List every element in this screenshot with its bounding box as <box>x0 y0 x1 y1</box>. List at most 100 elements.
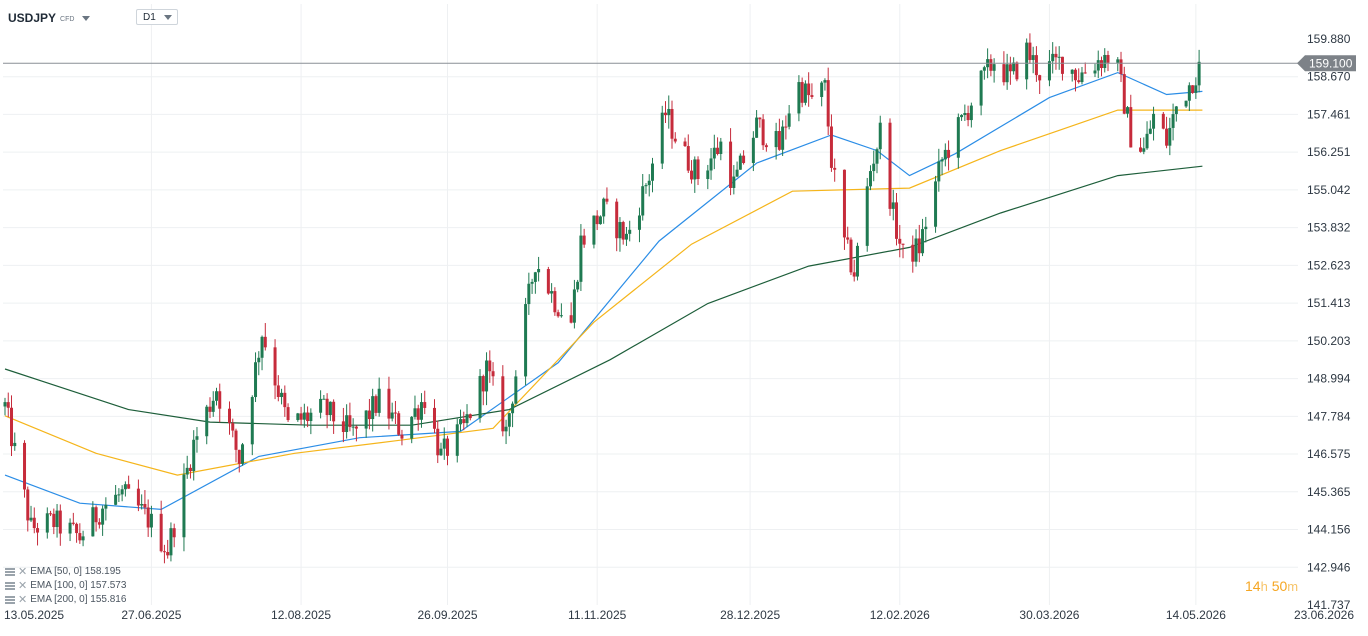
candle[interactable] <box>829 114 833 172</box>
candle[interactable] <box>459 409 463 431</box>
candle[interactable] <box>143 490 147 515</box>
candle[interactable] <box>185 455 189 479</box>
candle[interactable] <box>901 243 905 259</box>
candle[interactable] <box>761 114 765 150</box>
candle[interactable] <box>524 297 528 386</box>
candle[interactable] <box>101 505 105 536</box>
candle[interactable] <box>371 388 375 432</box>
candle[interactable] <box>592 215 596 249</box>
candle[interactable] <box>478 369 482 423</box>
candle[interactable] <box>758 117 762 128</box>
candle[interactable] <box>849 237 853 276</box>
candle[interactable] <box>537 256 541 282</box>
candle[interactable] <box>302 403 306 428</box>
candle[interactable] <box>322 394 326 400</box>
candle[interactable] <box>969 102 973 128</box>
candle[interactable] <box>410 416 414 444</box>
candle[interactable] <box>709 148 713 180</box>
candle[interactable] <box>989 54 993 77</box>
candle[interactable] <box>716 137 720 156</box>
candle[interactable] <box>166 539 170 559</box>
candle[interactable] <box>852 259 856 282</box>
candle[interactable] <box>914 229 918 267</box>
candle[interactable] <box>214 387 218 406</box>
candle[interactable] <box>647 174 651 197</box>
candle[interactable] <box>397 411 401 436</box>
candle[interactable] <box>1025 38 1029 90</box>
candle[interactable] <box>550 283 554 303</box>
candle[interactable] <box>530 278 534 294</box>
candle[interactable] <box>501 365 505 437</box>
candle[interactable] <box>888 118 892 216</box>
candle[interactable] <box>81 530 85 547</box>
candle[interactable] <box>341 407 345 443</box>
candle[interactable] <box>1034 46 1038 82</box>
candle[interactable] <box>855 242 859 281</box>
candle[interactable] <box>947 140 951 171</box>
candle[interactable] <box>345 404 349 439</box>
candle[interactable] <box>1119 51 1123 83</box>
candle[interactable] <box>507 412 511 437</box>
candle[interactable] <box>299 406 303 425</box>
candle[interactable] <box>800 77 804 108</box>
candle[interactable] <box>963 104 967 121</box>
candle[interactable] <box>162 544 166 564</box>
candle[interactable] <box>94 505 98 532</box>
candle[interactable] <box>732 165 736 195</box>
candle[interactable] <box>1103 48 1107 73</box>
candle[interactable] <box>514 370 518 405</box>
candle[interactable] <box>683 137 687 148</box>
candle[interactable] <box>738 153 742 170</box>
candle[interactable] <box>729 128 733 196</box>
candle[interactable] <box>641 173 645 221</box>
candle[interactable] <box>211 391 215 417</box>
candle[interactable] <box>810 83 814 100</box>
candle[interactable] <box>1038 74 1042 95</box>
candle[interactable] <box>348 402 352 432</box>
candle[interactable] <box>924 216 928 243</box>
candle[interactable] <box>1184 100 1188 108</box>
candle[interactable] <box>546 266 550 295</box>
candle[interactable] <box>527 272 531 315</box>
candle[interactable] <box>465 404 469 428</box>
candle[interactable] <box>260 335 264 371</box>
candle[interactable] <box>218 383 222 423</box>
candle[interactable] <box>390 402 394 422</box>
candle[interactable] <box>1051 42 1055 74</box>
candle[interactable] <box>1093 63 1097 78</box>
candle[interactable] <box>188 464 192 479</box>
candle[interactable] <box>690 160 694 184</box>
candle[interactable] <box>351 418 355 436</box>
candle[interactable] <box>966 105 970 127</box>
candle[interactable] <box>273 339 277 400</box>
candle[interactable] <box>875 147 879 174</box>
candle[interactable] <box>263 323 267 351</box>
candle[interactable] <box>559 303 563 318</box>
candle[interactable] <box>598 215 602 225</box>
candle[interactable] <box>36 522 40 546</box>
candle[interactable] <box>192 430 196 481</box>
candle[interactable] <box>49 510 53 517</box>
candle[interactable] <box>572 279 576 329</box>
candle[interactable] <box>325 393 329 429</box>
candle[interactable] <box>787 105 791 130</box>
candle[interactable] <box>865 177 869 252</box>
candle[interactable] <box>1005 53 1009 90</box>
candle[interactable] <box>413 395 417 420</box>
candle[interactable] <box>439 442 443 456</box>
candle[interactable] <box>237 449 241 473</box>
candle[interactable] <box>664 101 667 123</box>
candle[interactable] <box>140 494 144 510</box>
candle[interactable] <box>982 65 986 80</box>
candle[interactable] <box>146 499 150 537</box>
candle[interactable] <box>6 392 10 418</box>
candle[interactable] <box>1057 46 1061 70</box>
candle[interactable] <box>979 69 983 116</box>
candle[interactable] <box>868 165 872 191</box>
candle[interactable] <box>13 432 17 451</box>
candle[interactable] <box>432 399 436 434</box>
candle[interactable] <box>10 395 14 457</box>
candle[interactable] <box>485 352 489 406</box>
